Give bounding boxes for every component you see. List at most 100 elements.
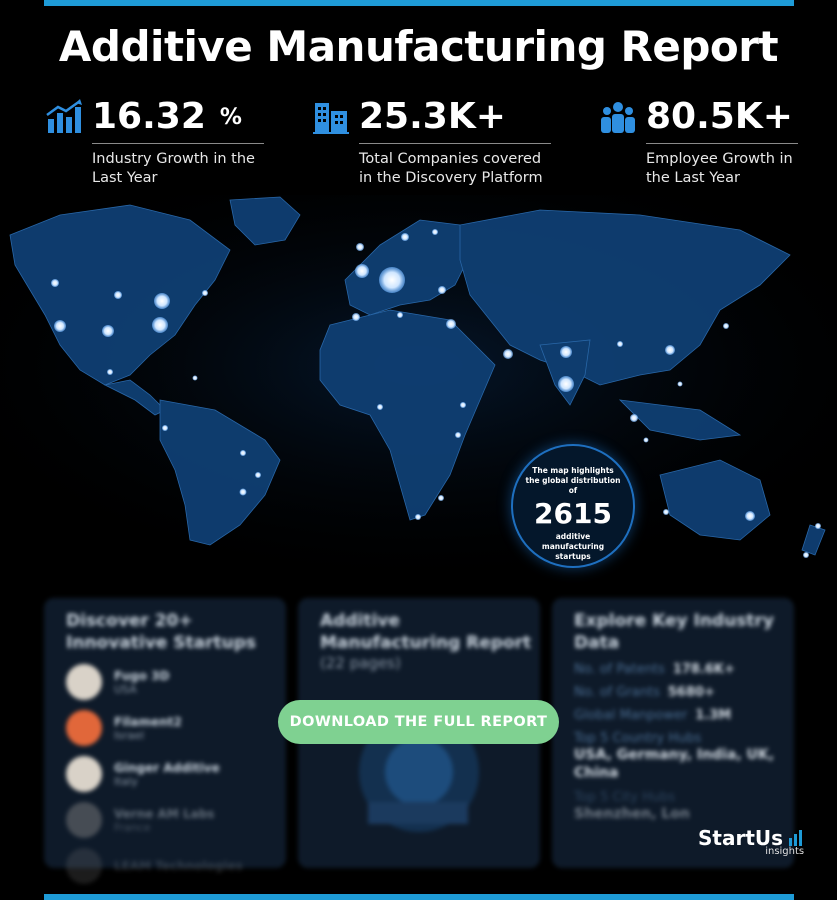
card-title: Discover 20+ Innovative Startups — [66, 611, 256, 653]
card-title: Additive Manufacturing Report — [320, 611, 532, 653]
map-marker — [397, 312, 403, 318]
map-marker — [803, 552, 809, 558]
world-map — [0, 195, 837, 575]
kv-label: Top 5 City Hubs — [574, 790, 676, 805]
map-marker — [202, 290, 208, 296]
divider — [359, 143, 551, 144]
map-marker — [643, 437, 649, 443]
map-marker — [355, 264, 369, 278]
map-marker — [438, 495, 444, 501]
continent-india — [539, 339, 591, 406]
map-marker — [460, 402, 466, 408]
map-marker — [663, 509, 669, 515]
map-marker — [107, 369, 113, 375]
map-marker — [723, 323, 729, 329]
kv-country-hubs: Top 5 Country Hubs USA, Germany, India, U… — [574, 731, 794, 782]
map-marker — [114, 291, 122, 299]
stat-total-companies: 25.3K+ Total Companies covered in the Di… — [311, 95, 551, 188]
stat-label: Industry Growth in the Last Year — [92, 151, 255, 186]
company-logo — [66, 802, 102, 838]
list-item: Ginger Additive Italy — [66, 756, 286, 792]
map-marker — [455, 432, 461, 438]
map-marker — [152, 317, 168, 333]
map-marker — [255, 472, 261, 478]
map-marker — [379, 267, 405, 293]
map-marker — [54, 320, 66, 332]
company-country: USA — [114, 682, 137, 696]
startus-logo: StartUs insights — [698, 826, 804, 857]
growth-chart-icon — [46, 99, 82, 133]
stat-value: 25.3K+ — [359, 96, 506, 137]
map-marker — [415, 514, 421, 520]
map-marker — [665, 345, 675, 355]
download-report-button[interactable]: DOWNLOAD THE FULL REPORT — [278, 700, 559, 744]
company-name: Ginger Additive — [114, 760, 220, 775]
kv-manpower: Global Manpower 1.3M — [574, 708, 794, 723]
stat-suffix: % — [219, 104, 242, 130]
map-marker — [51, 279, 59, 287]
card-startups: Discover 20+ Innovative Startups Fugo 3D… — [44, 598, 286, 884]
map-marker — [438, 286, 446, 294]
top-accent-bar — [44, 0, 794, 6]
list-item: LEAM Technologies — [66, 848, 286, 884]
map-marker — [560, 346, 572, 358]
kv-grants: No. of Grants 5680+ — [574, 685, 794, 700]
map-marker — [558, 376, 574, 392]
divider — [92, 143, 264, 144]
map-marker — [630, 414, 638, 422]
company-country: Israel — [114, 728, 145, 742]
kv-city-hubs: Top 5 City Hubs Shenzhen, Lon — [574, 790, 794, 823]
continent-south-america — [159, 399, 281, 546]
map-marker — [162, 425, 168, 431]
list-item: Verne AM Labs France — [66, 802, 286, 838]
card-pages: (22 pages) — [320, 654, 401, 672]
continent-se-asia — [618, 399, 742, 441]
map-marker — [192, 375, 198, 381]
kv-value: Shenzhen, Lon — [574, 806, 690, 822]
map-marker — [446, 319, 456, 329]
card-industry-data: Explore Key Industry Data No. of Patents… — [552, 598, 794, 868]
company-name: Fugo 3D — [114, 668, 170, 683]
list-item: Filament2 Israel — [66, 710, 286, 746]
kv-label: No. of Patents — [574, 662, 665, 677]
brand-name: StartUs — [698, 826, 784, 850]
kv-label: No. of Grants — [574, 685, 660, 700]
continent-africa — [319, 309, 496, 521]
company-country: Italy — [114, 774, 138, 788]
continent-new-zealand — [801, 524, 826, 556]
badge-count: 2615 — [534, 497, 612, 530]
list-item: Fugo 3D USA — [66, 664, 286, 700]
map-marker — [352, 313, 360, 321]
kv-value: 5680+ — [667, 685, 715, 700]
startup-count-badge: The map highlights the global distributi… — [511, 444, 635, 568]
map-marker — [240, 450, 246, 456]
report-preview: Discover 20+ Innovative Startups Fugo 3D… — [0, 590, 837, 890]
card-title: Explore Key Industry Data — [574, 611, 774, 653]
map-marker — [503, 349, 513, 359]
company-logo — [66, 848, 102, 884]
bottom-accent-bar — [44, 894, 794, 900]
company-logo — [66, 710, 102, 746]
kv-value: USA, Germany, India, UK, China — [574, 747, 775, 781]
report-cover-image — [359, 712, 479, 832]
map-marker — [356, 243, 364, 251]
map-marker — [154, 293, 170, 309]
signal-bars-icon — [789, 830, 803, 846]
map-marker — [617, 341, 623, 347]
company-name: Filament2 — [114, 714, 182, 729]
stat-value: 80.5K+ — [646, 96, 793, 137]
continent-asia — [459, 209, 791, 386]
stat-label: Total Companies covered in the Discovery… — [359, 151, 543, 186]
company-country: France — [114, 820, 151, 834]
page-title: Additive Manufacturing Report — [58, 22, 779, 71]
map-marker — [377, 404, 383, 410]
map-marker — [432, 229, 438, 235]
brand-sub: insights — [765, 846, 805, 857]
stat-industry-growth: 16.32% Industry Growth in the Last Year — [44, 95, 264, 188]
kv-label: Top 5 Country Hubs — [574, 731, 702, 746]
kv-label: Global Manpower — [574, 708, 688, 723]
company-logo — [66, 756, 102, 792]
company-logo — [66, 664, 102, 700]
map-marker — [239, 488, 247, 496]
map-marker — [102, 325, 114, 337]
